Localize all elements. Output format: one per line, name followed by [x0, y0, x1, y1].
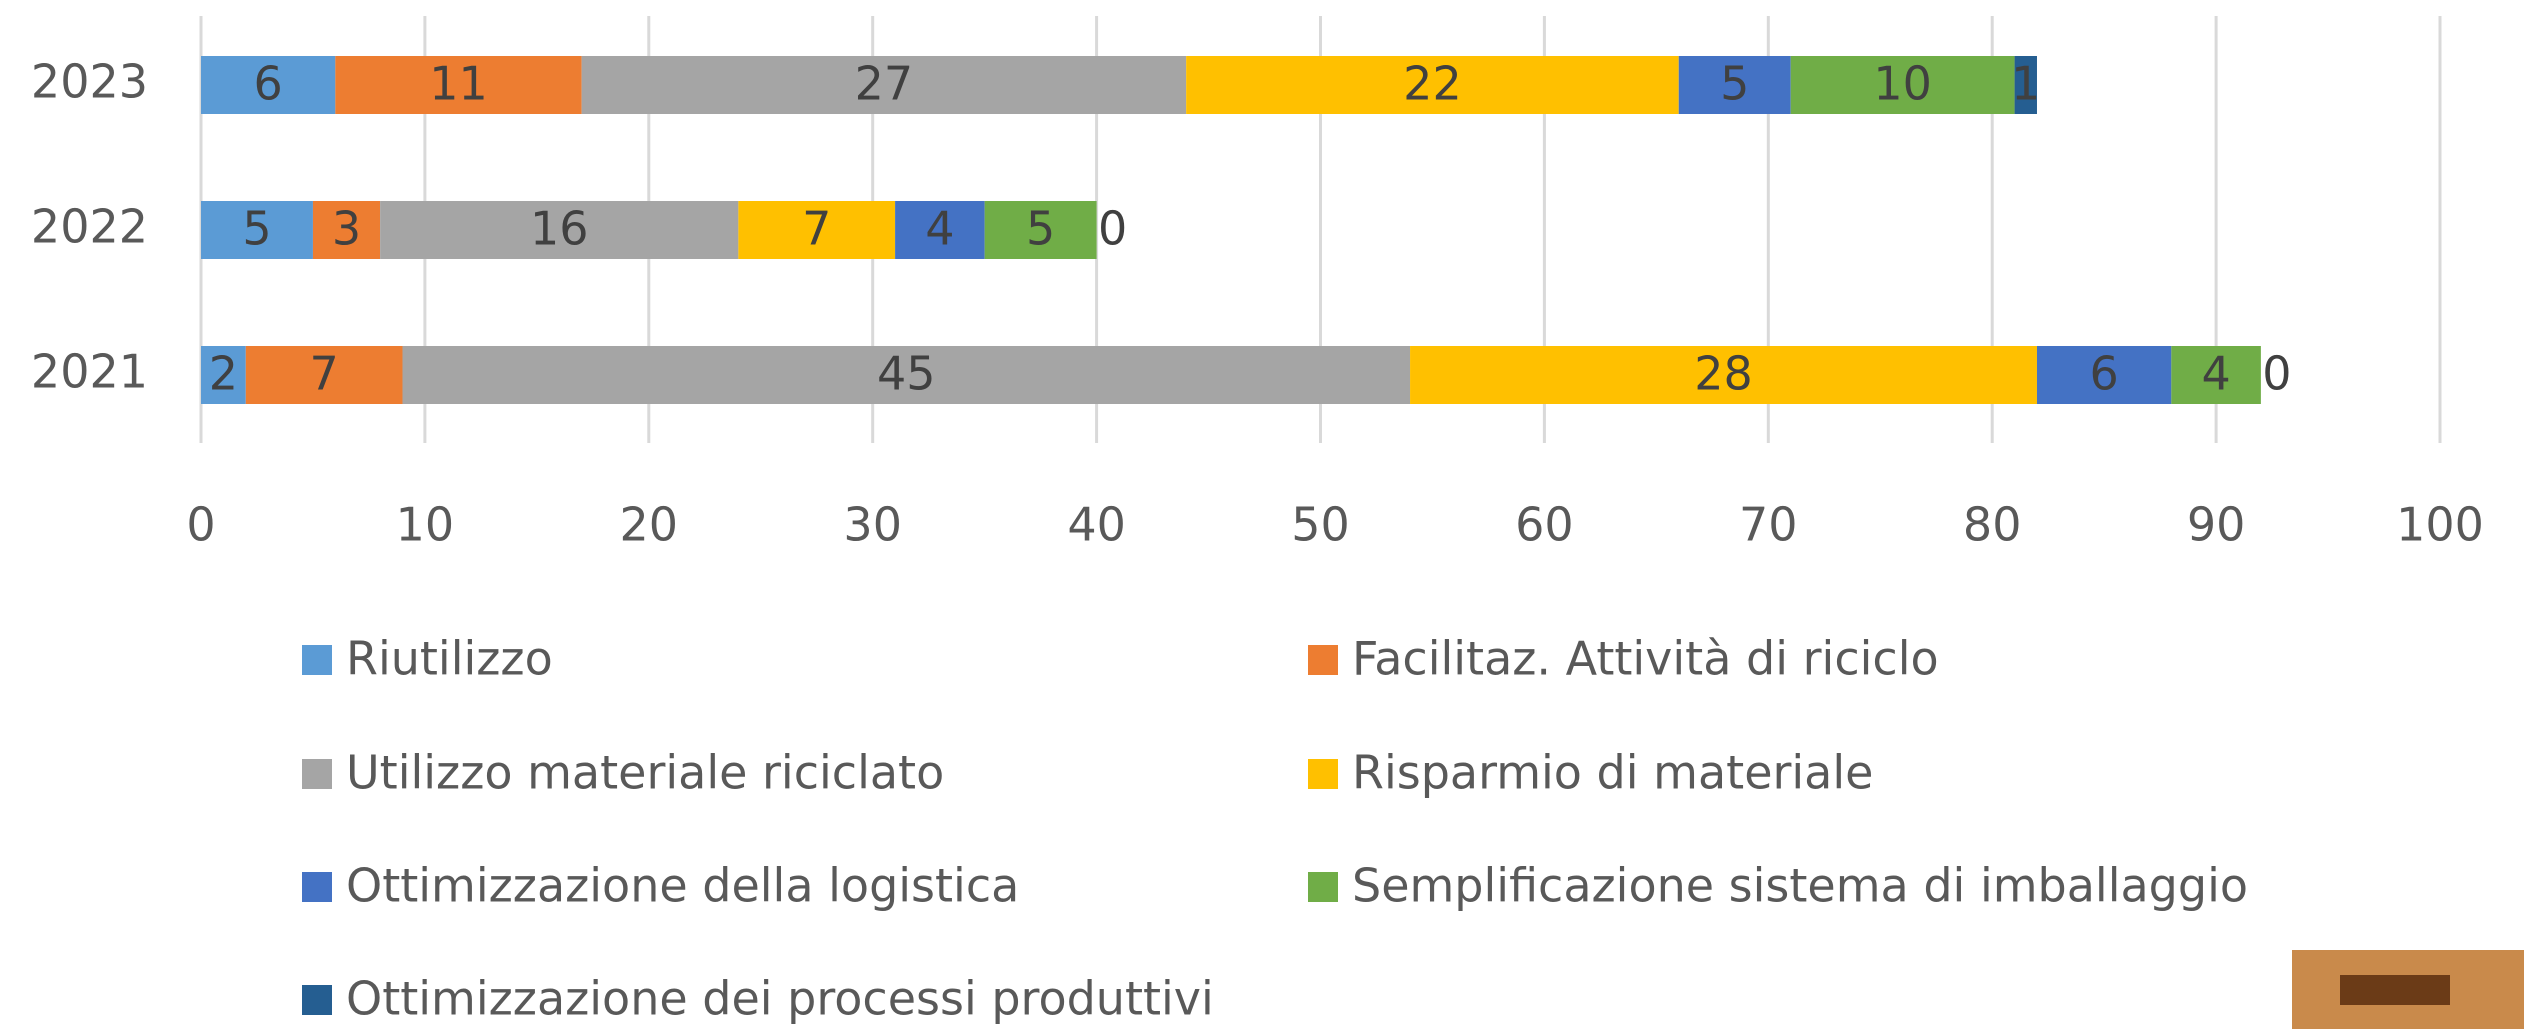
data-label: 0	[1098, 202, 1127, 256]
data-label: 1	[2011, 57, 2040, 111]
pallet-image-detail	[2340, 975, 2450, 1005]
data-label: 3	[332, 202, 361, 256]
bar-segment	[380, 201, 739, 259]
legend-label: Semplificazione sistema di imballaggio	[1352, 859, 2248, 913]
data-label: 2	[209, 347, 238, 401]
data-label: 5	[1720, 57, 1749, 111]
bar-segment	[2014, 56, 2037, 114]
legend-label: Risparmio di materiale	[1352, 746, 1873, 800]
legend-label: Facilitaz. Attività di riciclo	[1352, 632, 1939, 686]
legend-label: Ottimizzazione dei processi produttivi	[346, 972, 1214, 1026]
bar-segment	[1790, 56, 2015, 114]
legend-swatch	[1308, 759, 1338, 789]
data-label: 6	[254, 57, 283, 111]
bar-segment	[895, 201, 985, 259]
bar-segment	[738, 201, 896, 259]
bar-segment	[201, 56, 336, 114]
data-label: 27	[855, 57, 914, 111]
legend-swatch	[302, 759, 332, 789]
bar-segment	[312, 201, 381, 259]
bar-segment	[1186, 56, 1679, 114]
bar-segment	[1678, 56, 1791, 114]
x-tick-label: 10	[396, 498, 455, 552]
data-label: 7	[802, 202, 831, 256]
bar-segment	[1410, 346, 2037, 404]
x-tick-label: 50	[1291, 498, 1350, 552]
bar-segment	[201, 346, 246, 404]
legend-swatch	[302, 872, 332, 902]
legend-swatch	[302, 645, 332, 675]
x-tick-label: 40	[1067, 498, 1126, 552]
data-label: 45	[877, 347, 936, 401]
data-label: 10	[1873, 57, 1932, 111]
data-label: 0	[2262, 347, 2291, 401]
data-label: 5	[1026, 202, 1055, 256]
legend-swatch	[1308, 872, 1338, 902]
legend-swatch	[302, 985, 332, 1015]
bar-segment	[2171, 346, 2261, 404]
data-label: 6	[2090, 347, 2119, 401]
bar-segment	[2036, 346, 2172, 404]
data-label: 4	[2201, 347, 2230, 401]
legend-label: Ottimizzazione della logistica	[346, 859, 1019, 913]
bar-segment	[984, 201, 1097, 259]
data-label: 11	[429, 57, 488, 111]
y-tick-label: 2022	[31, 200, 148, 254]
bar-segment	[245, 346, 403, 404]
x-tick-label: 90	[2187, 498, 2246, 552]
legend-label: Riutilizzo	[346, 632, 553, 686]
x-tick-label: 80	[1963, 498, 2022, 552]
x-tick-label: 60	[1515, 498, 1574, 552]
x-tick-label: 100	[2396, 498, 2484, 552]
x-tick-label: 0	[186, 498, 215, 552]
y-tick-label: 2023	[31, 55, 148, 109]
data-label: 7	[310, 347, 339, 401]
legend-swatch	[1308, 645, 1338, 675]
data-label: 16	[530, 202, 589, 256]
data-label: 28	[1694, 347, 1753, 401]
x-tick-label: 30	[843, 498, 902, 552]
y-tick-label: 2021	[31, 345, 148, 399]
legend-label: Utilizzo materiale riciclato	[346, 746, 944, 800]
bar-segment	[402, 346, 1411, 404]
bar-segment	[335, 56, 582, 114]
data-label: 5	[242, 202, 271, 256]
bar-segment	[581, 56, 1187, 114]
x-tick-label: 70	[1739, 498, 1798, 552]
bar-segment	[201, 201, 313, 259]
data-label: 22	[1403, 57, 1462, 111]
x-tick-label: 20	[620, 498, 679, 552]
data-label: 4	[925, 202, 954, 256]
